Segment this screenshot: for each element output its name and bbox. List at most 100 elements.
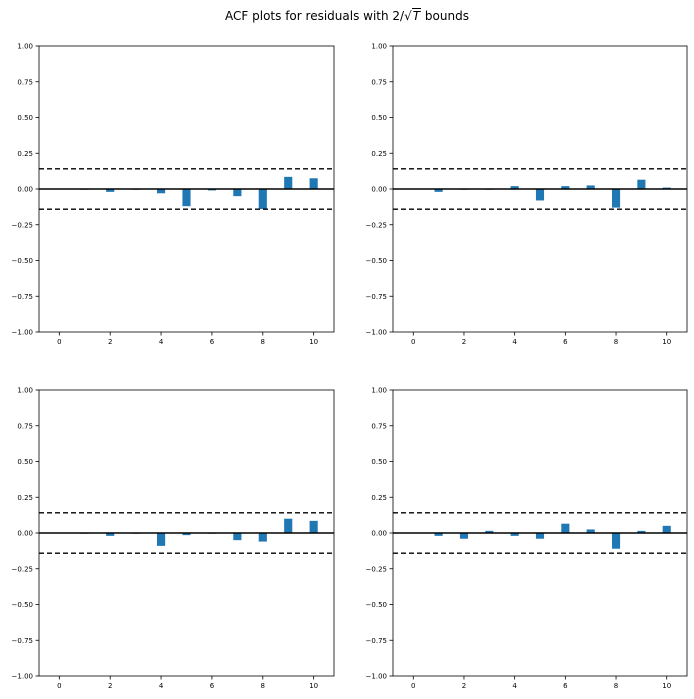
y-tick-label: −0.75 xyxy=(366,637,387,645)
acf-bar xyxy=(586,185,595,189)
acf-bar xyxy=(459,533,469,539)
x-tick-label: 6 xyxy=(563,338,568,346)
y-tick-label: −0.75 xyxy=(366,293,387,301)
y-tick-label: −0.25 xyxy=(366,565,387,573)
y-tick-label: 0.50 xyxy=(371,114,387,122)
y-tick-label: −1.00 xyxy=(12,673,33,681)
y-tick-label: 0.75 xyxy=(371,78,387,86)
acf-bar xyxy=(106,189,115,192)
y-tick-label: 0.00 xyxy=(17,186,33,194)
acf-bar xyxy=(434,189,443,192)
acf-bar xyxy=(284,518,293,533)
y-tick-label: 0.00 xyxy=(371,186,387,194)
acf-bar xyxy=(258,189,267,210)
y-tick-label: 0.25 xyxy=(371,150,387,158)
y-tick-label: −0.50 xyxy=(366,257,387,265)
x-tick-label: 8 xyxy=(261,338,265,346)
y-tick-label: 1.00 xyxy=(371,387,387,395)
acf-bar xyxy=(182,533,191,536)
acf-bar xyxy=(510,533,519,536)
acf-bar xyxy=(309,178,318,189)
acf-bar xyxy=(284,176,293,189)
y-tick-label: 1.00 xyxy=(17,43,33,51)
acf-bar xyxy=(561,186,570,189)
x-tick-label: 10 xyxy=(309,338,318,346)
acf-bar xyxy=(611,189,621,208)
acf-bar xyxy=(611,533,621,549)
y-tick-label: 0.25 xyxy=(17,150,33,158)
y-tick-label: −0.50 xyxy=(12,601,33,609)
y-tick-label: −1.00 xyxy=(12,329,33,337)
x-tick-label: 8 xyxy=(614,338,618,346)
y-tick-label: 0.25 xyxy=(17,494,33,502)
y-tick-label: −0.25 xyxy=(12,221,33,229)
acf-bar xyxy=(662,187,671,189)
title-prefix: ACF plots for residuals with 2/ xyxy=(225,9,405,23)
acf-bar xyxy=(182,189,191,207)
x-tick-label: 0 xyxy=(411,682,415,690)
x-tick-label: 2 xyxy=(462,682,466,690)
figure-title: ACF plots for residuals with 2/√T bounds xyxy=(0,8,694,23)
acf-bar xyxy=(233,189,242,197)
y-tick-label: 0.25 xyxy=(371,494,387,502)
y-tick-label: −1.00 xyxy=(366,329,387,337)
acf-bar xyxy=(561,523,570,533)
sqrt-symbol: √T xyxy=(404,8,422,23)
x-tick-label: 4 xyxy=(159,682,164,690)
x-tick-label: 4 xyxy=(512,682,517,690)
acf-bar xyxy=(510,186,519,189)
acf-panel-top-left: 1.00 0.75 0.50 0.25 0.00 −0.25 −0.50 −0.75 −1.00… xyxy=(12,43,335,346)
acf-bar xyxy=(258,533,267,542)
acf-bar xyxy=(535,533,545,539)
y-tick-label: 0.50 xyxy=(17,114,33,122)
x-tick-label: 8 xyxy=(614,682,618,690)
x-tick-label: 4 xyxy=(512,338,517,346)
x-tick-label: 8 xyxy=(261,682,265,690)
x-tick-label: 6 xyxy=(210,338,215,346)
acf-bar xyxy=(309,520,318,533)
y-tick-label: 0.50 xyxy=(17,458,33,466)
x-tick-label: 6 xyxy=(210,682,215,690)
acf-bar xyxy=(434,533,443,536)
y-tick-label: −1.00 xyxy=(366,673,387,681)
y-tick-label: −0.50 xyxy=(366,601,387,609)
y-tick-label: 0.50 xyxy=(371,458,387,466)
acf-bar xyxy=(106,533,115,536)
y-tick-label: 0.75 xyxy=(371,422,387,430)
acf-panel-bottom-left: 1.00 0.75 0.50 0.25 0.00 −0.25 −0.50 −0.75 −1.00… xyxy=(12,387,335,690)
y-tick-label: −0.75 xyxy=(12,293,33,301)
acf-panel-bottom-right: 1.00 0.75 0.50 0.25 0.00 −0.25 −0.50 −0.75 −1.00… xyxy=(366,387,688,690)
y-tick-label: −0.75 xyxy=(12,637,33,645)
x-tick-label: 0 xyxy=(57,338,61,346)
y-tick-label: 0.00 xyxy=(371,530,387,538)
acf-bar xyxy=(637,179,646,189)
x-tick-label: 10 xyxy=(662,682,671,690)
y-tick-label: 0.75 xyxy=(17,422,33,430)
acf-panel-top-right: 1.00 0.75 0.50 0.25 0.00 −0.25 −0.50 −0.75 −1.00… xyxy=(366,43,688,346)
acf-bar xyxy=(485,530,494,533)
x-tick-label: 10 xyxy=(309,682,318,690)
x-tick-label: 6 xyxy=(563,682,568,690)
acf-bar xyxy=(535,189,545,201)
y-tick-label: −0.50 xyxy=(12,257,33,265)
x-tick-label: 4 xyxy=(159,338,164,346)
title-suffix: bounds xyxy=(421,9,469,23)
acf-bar xyxy=(637,530,646,533)
acf-bar xyxy=(662,525,671,533)
acf-bar xyxy=(586,529,595,533)
sqrt-argument: T xyxy=(411,8,422,23)
y-tick-label: 1.00 xyxy=(17,387,33,395)
x-tick-label: 2 xyxy=(108,338,112,346)
acf-bar xyxy=(157,533,166,546)
acf-bar xyxy=(233,533,242,541)
y-tick-label: −0.25 xyxy=(366,221,387,229)
x-tick-label: 0 xyxy=(57,682,61,690)
x-tick-label: 0 xyxy=(411,338,415,346)
y-tick-label: 0.00 xyxy=(17,530,33,538)
y-tick-label: −0.25 xyxy=(12,565,33,573)
x-tick-label: 2 xyxy=(462,338,466,346)
x-tick-label: 2 xyxy=(108,682,112,690)
y-tick-label: 0.75 xyxy=(17,78,33,86)
acf-bar xyxy=(207,189,216,191)
